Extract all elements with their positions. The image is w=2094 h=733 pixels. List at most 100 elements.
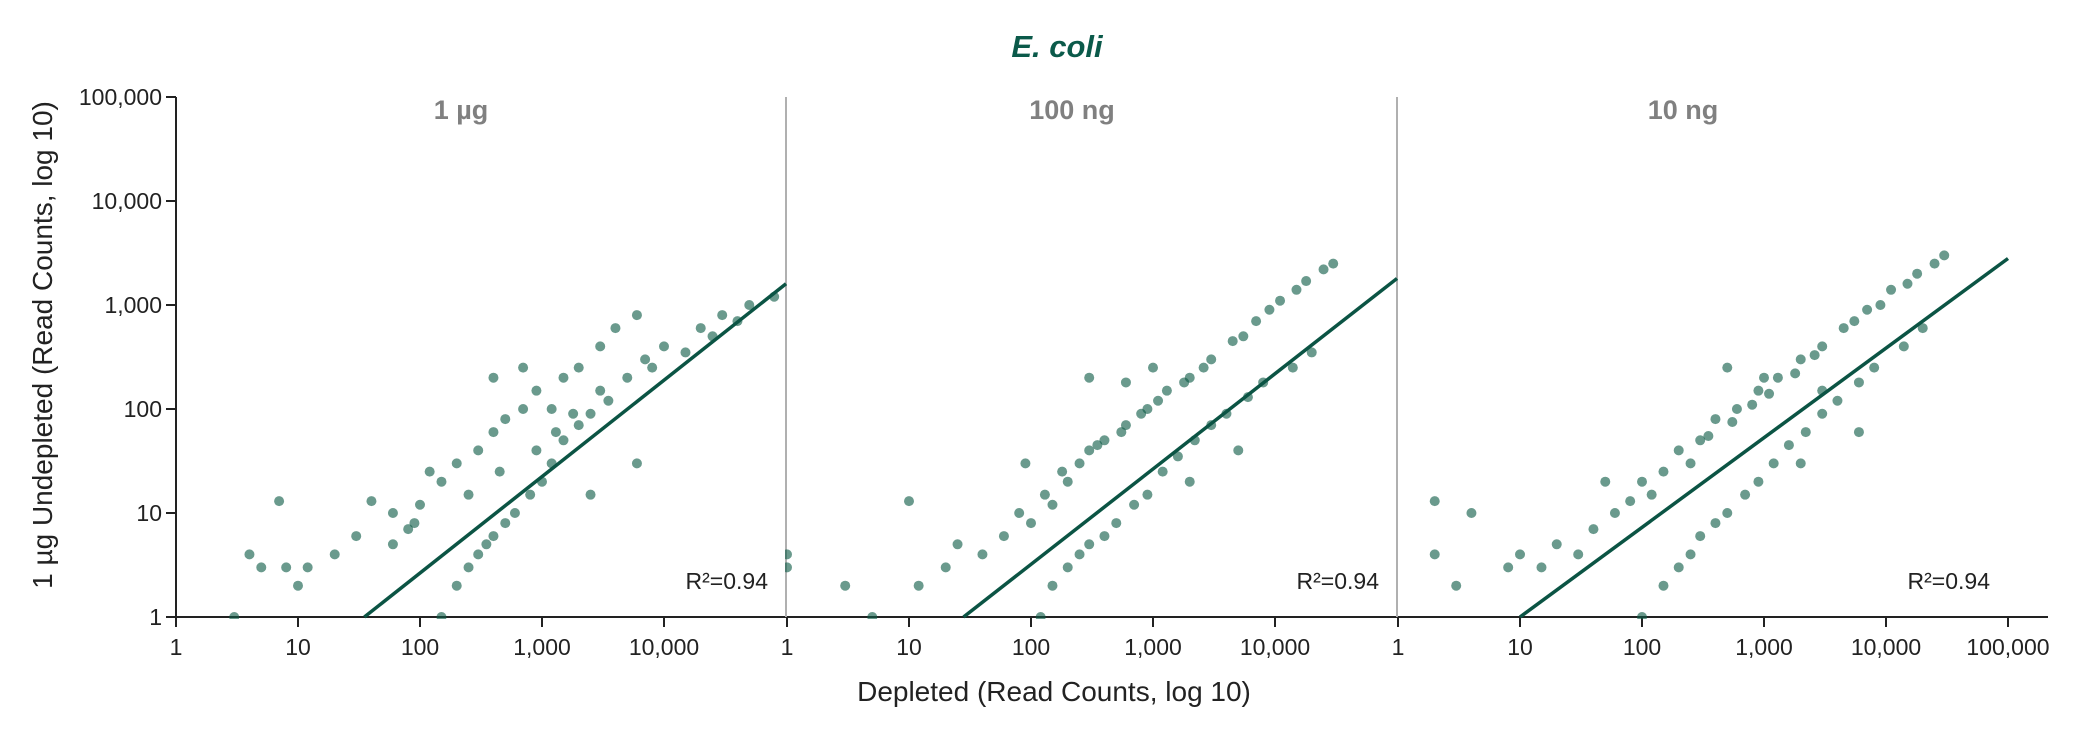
data-point <box>622 372 633 383</box>
fit-line <box>962 277 1399 619</box>
data-point <box>1429 549 1440 560</box>
data-point <box>1084 372 1095 383</box>
x-tick-label: 10,000 <box>629 634 699 660</box>
data-point <box>1902 278 1913 289</box>
r-squared-label: R²=0.94 <box>1908 568 1991 594</box>
data-point <box>1120 377 1131 388</box>
data-point <box>1233 445 1244 456</box>
data-point <box>1703 431 1714 442</box>
data-point <box>473 549 484 560</box>
data-point <box>1184 476 1195 487</box>
data-point <box>1227 336 1238 347</box>
data-point <box>631 310 642 321</box>
data-point <box>573 420 584 431</box>
data-point <box>1637 612 1647 619</box>
data-point <box>1588 524 1599 535</box>
data-point <box>500 518 511 529</box>
data-point <box>293 580 303 591</box>
data-point <box>481 539 492 550</box>
data-point <box>1275 295 1286 306</box>
data-point <box>1685 458 1696 469</box>
data-point <box>1658 466 1669 477</box>
data-point <box>1179 377 1190 388</box>
data-point <box>1301 276 1312 287</box>
data-point <box>1515 549 1525 560</box>
data-point <box>256 562 267 573</box>
data-point <box>1014 508 1025 518</box>
x-tick-label: 10,000 <box>1851 634 1921 660</box>
data-point <box>1817 341 1828 352</box>
x-tick-label: 100 <box>1623 634 1661 660</box>
data-point <box>1084 445 1095 456</box>
data-point <box>473 445 484 456</box>
data-point <box>573 362 584 373</box>
data-point <box>568 408 579 419</box>
data-point <box>585 489 596 500</box>
fit-line <box>363 282 788 619</box>
data-point <box>1092 440 1103 451</box>
panel-title: 10 ng <box>1648 95 1719 125</box>
data-point <box>1710 518 1721 529</box>
data-points <box>785 258 1339 619</box>
data-point <box>1832 395 1843 406</box>
data-point <box>1136 408 1147 419</box>
data-point <box>1740 489 1751 500</box>
data-point <box>1116 427 1127 438</box>
data-point <box>1673 445 1684 456</box>
r-squared-label: R²=0.94 <box>1297 568 1380 594</box>
data-point <box>1198 362 1209 373</box>
data-point <box>1939 250 1950 261</box>
data-point <box>1451 580 1462 591</box>
data-point <box>1600 476 1611 487</box>
panel-title: 100 ng <box>1029 95 1115 125</box>
data-point <box>785 562 792 573</box>
data-point <box>1722 362 1733 373</box>
data-point <box>913 580 924 591</box>
data-point <box>451 580 462 591</box>
data-point <box>558 435 569 446</box>
data-point <box>744 300 755 310</box>
data-point <box>1809 350 1820 361</box>
panel-2: 100 ng 1 10 100 1,000 10,000 R²=0.94 <box>781 95 1399 660</box>
x-tick-label: 100 <box>1012 634 1050 660</box>
data-point <box>1111 518 1122 529</box>
data-point <box>1710 414 1721 425</box>
x-tick-label: 1 <box>1392 634 1405 660</box>
data-point <box>1026 518 1036 529</box>
data-point <box>531 445 542 456</box>
data-point <box>436 612 447 619</box>
data-point <box>1727 416 1738 427</box>
data-point <box>1503 562 1514 573</box>
data-point <box>1142 489 1153 500</box>
data-point <box>409 518 420 529</box>
data-point <box>436 476 447 487</box>
data-point <box>1795 354 1806 365</box>
data-point <box>1172 451 1183 462</box>
data-point <box>366 496 377 507</box>
fit-line <box>1518 257 2010 619</box>
data-point <box>1153 395 1164 406</box>
data-point <box>1695 435 1706 446</box>
y-tick-label: 10 <box>136 500 162 526</box>
x-tick-label: 1,000 <box>1124 634 1182 660</box>
panel-1: 1 µg 1 10 100 1,000 10,000 R²=0.94 <box>170 95 788 660</box>
data-point <box>1039 489 1050 500</box>
data-point <box>1764 388 1775 399</box>
data-point <box>840 580 851 591</box>
data-point <box>403 524 414 535</box>
data-point <box>1853 377 1864 388</box>
data-point <box>647 362 658 373</box>
data-point <box>1722 508 1733 518</box>
data-point <box>1685 549 1696 560</box>
data-point <box>904 496 914 507</box>
y-axis-label: 1 µg Undepleted (Read Counts, log 10) <box>27 101 58 589</box>
data-point <box>1099 435 1110 446</box>
data-point <box>1057 466 1068 477</box>
data-point <box>1161 385 1172 396</box>
data-point <box>1099 531 1110 542</box>
data-point <box>1673 562 1684 573</box>
data-point <box>1917 323 1928 334</box>
data-point <box>1753 476 1764 487</box>
data-point <box>717 310 728 321</box>
data-point <box>1695 531 1706 542</box>
